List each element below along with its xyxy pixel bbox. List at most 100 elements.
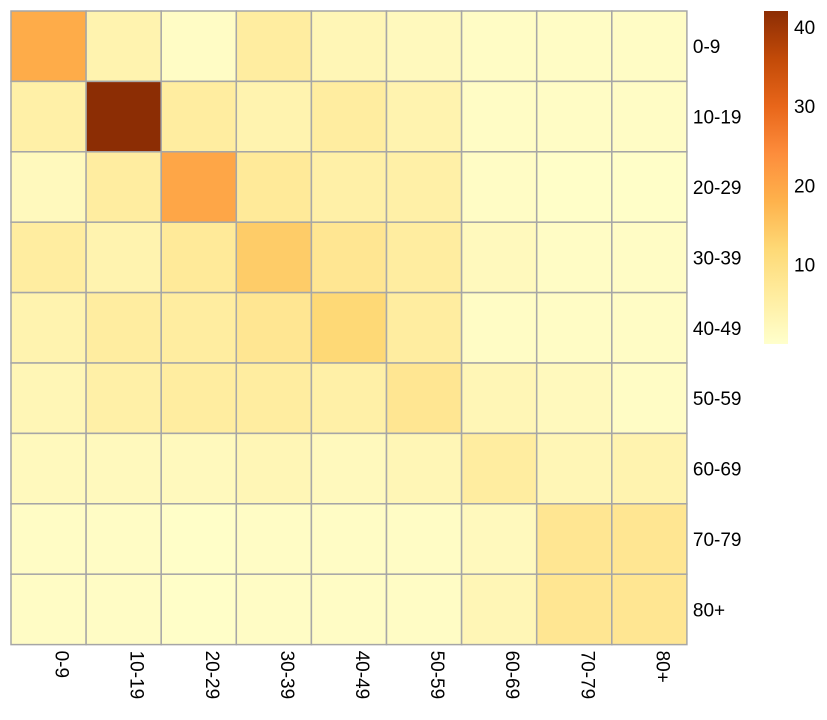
row-label: 80+ xyxy=(693,600,725,621)
heatmap-cell-10-19-40-49 xyxy=(310,80,388,153)
legend-tick-label: 20 xyxy=(794,176,815,197)
column-label: 10-19 xyxy=(126,651,147,700)
heatmap-cell-20-29-40-49 xyxy=(310,151,388,223)
row-label: 30-39 xyxy=(693,248,742,269)
heatmap-cell-70-79-60-69 xyxy=(460,503,538,575)
heatmap-cell-40-49-0-9 xyxy=(10,291,87,364)
heatmap-cell-60-69-20-29 xyxy=(160,432,238,505)
heatmap-cell-70-79-20-29 xyxy=(160,503,238,575)
heatmap-cell-30-39-60-69 xyxy=(460,221,538,294)
heatmap-cell-10-19-60-69 xyxy=(460,80,538,153)
heatmap-cell-80+-0-9 xyxy=(10,573,87,646)
heatmap-cell-70-79-70-79 xyxy=(535,503,613,575)
heatmap-cell-60-69-10-19 xyxy=(85,432,162,505)
heatmap-cell-50-59-70-79 xyxy=(535,362,613,435)
heatmap-cell-80+-50-59 xyxy=(385,573,463,646)
heatmap-cell-40-49-20-29 xyxy=(160,291,238,364)
heatmap-cell-10-19-0-9 xyxy=(10,80,87,153)
heatmap-cell-60-69-70-79 xyxy=(535,432,613,505)
heatmap-cell-80+-20-29 xyxy=(160,573,238,646)
heatmap-cell-40-49-10-19 xyxy=(85,291,162,364)
heatmap-cell-50-59-0-9 xyxy=(10,362,87,435)
heatmap-cell-20-29-80+ xyxy=(611,151,688,223)
heatmap-cell-80+-40-49 xyxy=(310,573,388,646)
heatmap-cell-30-39-40-49 xyxy=(310,221,388,294)
heatmap-cell-0-9-0-9 xyxy=(10,10,87,83)
heatmap-cell-50-59-80+ xyxy=(611,362,688,435)
heatmap-cell-60-69-50-59 xyxy=(385,432,463,505)
heatmap-cell-10-19-70-79 xyxy=(535,80,613,153)
row-label: 50-59 xyxy=(693,389,742,410)
heatmap-cell-20-29-60-69 xyxy=(460,151,538,223)
row-label: 70-79 xyxy=(693,530,742,551)
legend-tick-label: 30 xyxy=(794,97,815,118)
column-label: 30-39 xyxy=(276,651,297,700)
heatmap-cell-0-9-70-79 xyxy=(535,10,613,83)
heatmap-cell-40-49-50-59 xyxy=(385,291,463,364)
heatmap-cell-70-79-50-59 xyxy=(385,503,463,575)
row-label: 10-19 xyxy=(693,108,742,129)
heatmap-cell-10-19-30-39 xyxy=(235,80,313,153)
heatmap-cell-80+-80+ xyxy=(611,573,688,646)
heatmap-cell-20-29-70-79 xyxy=(535,151,613,223)
column-label: 50-59 xyxy=(426,651,447,700)
heatmap-cell-60-69-30-39 xyxy=(235,432,313,505)
heatmap-cell-30-39-10-19 xyxy=(85,221,162,294)
row-label: 0-9 xyxy=(693,37,720,58)
heatmap-cell-10-19-10-19 xyxy=(85,80,162,153)
column-label: 70-79 xyxy=(576,651,597,700)
heatmap-cell-60-69-0-9 xyxy=(10,432,87,505)
color-legend-bar xyxy=(764,11,788,344)
heatmap-cell-30-39-70-79 xyxy=(535,221,613,294)
heatmap-cell-40-49-80+ xyxy=(611,291,688,364)
heatmap-cell-0-9-60-69 xyxy=(460,10,538,83)
heatmap-cell-70-79-10-19 xyxy=(85,503,162,575)
heatmap-cell-60-69-60-69 xyxy=(460,432,538,505)
heatmap-cell-20-29-10-19 xyxy=(85,151,162,223)
heatmap-cell-10-19-20-29 xyxy=(160,80,238,153)
heatmap-cell-20-29-20-29 xyxy=(160,151,238,223)
heatmap-cells xyxy=(10,10,688,646)
legend-tick-label: 10 xyxy=(794,256,815,277)
heatmap-cell-70-79-0-9 xyxy=(10,503,87,575)
heatmap-cell-60-69-40-49 xyxy=(310,432,388,505)
heatmap-cell-30-39-20-29 xyxy=(160,221,238,294)
heatmap-cell-50-59-10-19 xyxy=(85,362,162,435)
heatmap-cell-80+-10-19 xyxy=(85,573,162,646)
heatmap-cell-40-49-60-69 xyxy=(460,291,538,364)
heatmap-cell-0-9-30-39 xyxy=(235,10,313,83)
column-labels: 0-9 10-19 20-29 30-39 40-49 50-59 60-69 70-79 80… xyxy=(51,651,673,700)
column-label: 60-69 xyxy=(501,651,522,700)
heatmap-cell-0-9-40-49 xyxy=(310,10,388,83)
row-label: 40-49 xyxy=(693,319,742,340)
heatmap-cell-0-9-50-59 xyxy=(385,10,463,83)
row-label: 60-69 xyxy=(693,460,742,481)
heatmap-cell-0-9-10-19 xyxy=(85,10,162,83)
heatmap-cell-50-59-40-49 xyxy=(310,362,388,435)
heatmap-cell-0-9-20-29 xyxy=(160,10,238,83)
heatmap-cell-50-59-60-69 xyxy=(460,362,538,435)
column-label: 40-49 xyxy=(351,651,372,700)
column-label: 20-29 xyxy=(201,651,222,700)
heatmap-cell-20-29-50-59 xyxy=(385,151,463,223)
heatmap-cell-80+-30-39 xyxy=(235,573,313,646)
heatmap-cell-70-79-40-49 xyxy=(310,503,388,575)
heatmap-cell-30-39-0-9 xyxy=(10,221,87,294)
heatmap-cell-30-39-50-59 xyxy=(385,221,463,294)
heatmap-cell-60-69-80+ xyxy=(611,432,688,505)
heatmap-cell-10-19-50-59 xyxy=(385,80,463,153)
column-label: 0-9 xyxy=(51,651,72,678)
column-label: 80+ xyxy=(651,651,672,683)
heatmap-cell-30-39-80+ xyxy=(611,221,688,294)
heatmap-cell-50-59-30-39 xyxy=(235,362,313,435)
heatmap-cell-70-79-30-39 xyxy=(235,503,313,575)
heatmap-cell-10-19-80+ xyxy=(611,80,688,153)
heatmap-cell-50-59-50-59 xyxy=(385,362,463,435)
heatmap-cell-20-29-30-39 xyxy=(235,151,313,223)
heatmap-cell-40-49-70-79 xyxy=(535,291,613,364)
heatmap-cell-40-49-30-39 xyxy=(235,291,313,364)
heatmap-cell-80+-70-79 xyxy=(535,573,613,646)
row-labels: 0-9 10-19 20-29 30-39 40-49 50-59 60-69 70-79 80… xyxy=(693,37,742,621)
heatmap-cell-0-9-80+ xyxy=(611,10,688,83)
